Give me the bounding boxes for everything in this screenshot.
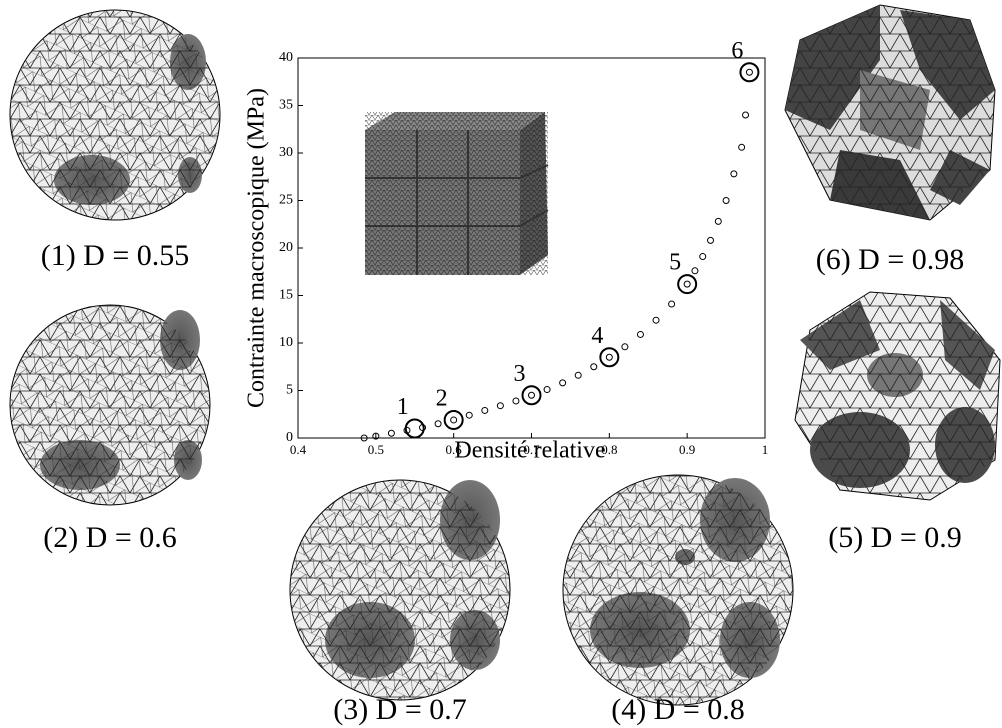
data-point — [745, 68, 753, 76]
data-point — [496, 402, 504, 410]
x-tick-label: 0.6 — [446, 442, 463, 457]
y-tick-label: 40 — [279, 50, 293, 65]
data-point — [742, 111, 750, 119]
mesh-panel-6 — [784, 4, 996, 221]
x-tick-label: 0.9 — [679, 442, 695, 457]
data-point — [559, 379, 567, 387]
x-tick-label: 0.8 — [601, 442, 617, 457]
data-point — [738, 143, 746, 151]
highlight-label: 4 — [591, 323, 603, 349]
data-point — [691, 267, 699, 275]
data-point — [707, 236, 715, 244]
highlight-label: 5 — [669, 250, 681, 276]
data-point — [481, 406, 489, 414]
data-point — [590, 363, 598, 371]
y-tick-label: 10 — [279, 335, 293, 350]
data-point — [574, 371, 582, 379]
highlight-label: 3 — [514, 361, 526, 387]
data-point — [636, 330, 644, 338]
mesh-panel-3 — [289, 479, 511, 701]
x-tick-label: 0.4 — [290, 442, 307, 457]
data-point — [450, 416, 458, 424]
y-tick-label: 15 — [279, 288, 293, 303]
y-tick-label: 5 — [286, 383, 293, 398]
highlight-label: 2 — [436, 385, 448, 411]
panel-caption: (1) D = 0.55 — [41, 239, 190, 272]
x-tick-label: 0.7 — [523, 442, 540, 457]
highlight-point — [599, 347, 620, 368]
panel-caption: (5) D = 0.9 — [828, 521, 962, 554]
highlight-point — [404, 418, 425, 439]
data-point — [714, 217, 722, 225]
highlight-point — [739, 62, 760, 83]
highlight-point — [677, 274, 698, 295]
data-point — [652, 316, 660, 324]
highlight-label: 1 — [397, 394, 409, 420]
data-point — [512, 397, 520, 405]
y-axis-label: Contrainte macroscopique (MPa) — [244, 88, 270, 408]
panel-caption: (4) D = 0.8 — [611, 693, 745, 726]
data-point — [668, 300, 676, 308]
data-point — [360, 434, 368, 442]
y-tick-label: 35 — [279, 98, 293, 113]
data-point — [683, 280, 691, 288]
highlight-label: 6 — [731, 38, 743, 64]
panel-caption: (6) D = 0.98 — [816, 243, 965, 276]
data-point — [699, 253, 707, 261]
data-point — [730, 170, 738, 178]
cube-inset — [365, 112, 549, 275]
mesh-panel-4 — [562, 474, 794, 706]
data-point — [465, 411, 473, 419]
y-tick-label: 20 — [279, 240, 293, 255]
data-point — [372, 432, 380, 440]
data-point — [722, 197, 730, 204]
data-point — [434, 420, 442, 428]
mesh-panel-5 — [794, 291, 1001, 501]
highlight-point — [521, 385, 542, 406]
mesh-panel-2 — [9, 304, 211, 506]
x-axis-label: Densité relative — [454, 438, 605, 464]
data-point — [621, 343, 629, 351]
highlight-point — [443, 409, 464, 430]
data-point — [387, 429, 395, 437]
data-point — [528, 391, 535, 399]
panel-caption: (3) D = 0.7 — [333, 693, 467, 726]
y-tick-label: 0 — [286, 430, 293, 445]
y-tick-label: 30 — [279, 145, 293, 160]
data-point — [605, 353, 613, 361]
data-point — [543, 386, 551, 394]
mesh-panel-1 — [9, 9, 221, 221]
y-tick-label: 25 — [279, 193, 293, 208]
panel-caption: (2) D = 0.6 — [43, 521, 177, 554]
x-tick-label: 0.5 — [368, 442, 384, 457]
x-tick-label: 1 — [762, 442, 769, 457]
